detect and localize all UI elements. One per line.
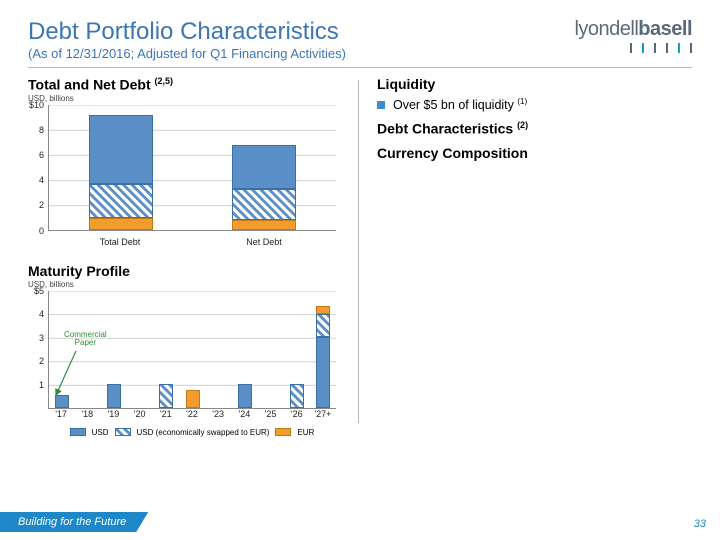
chart2-title: Maturity Profile: [28, 263, 340, 279]
footer: Building for the Future: [0, 512, 148, 532]
debtchar-title: Debt Characteristics (2): [377, 120, 692, 137]
divider-icon: [358, 80, 359, 423]
slide-subtitle: (As of 12/31/2016; Adjusted for Q1 Finan…: [28, 46, 346, 61]
logo-ticks-icon: [574, 43, 692, 53]
maturity-profile-chart: $54321 '17'18'19'20'21'22'23'24'25'26'27…: [28, 291, 340, 423]
header: Debt Portfolio Characteristics (As of 12…: [28, 18, 692, 68]
liquidity-title: Liquidity: [377, 76, 692, 92]
chart1-unit: USD, billions: [28, 94, 340, 103]
chart1-title: Total and Net Debt (2,5): [28, 76, 340, 93]
page-number: 33: [694, 518, 706, 530]
currency-title: Currency Composition: [377, 145, 692, 161]
total-net-debt-chart: 02468$10 Total DebtNet Debt: [28, 105, 340, 249]
left-column: Total and Net Debt (2,5) USD, billions 0…: [28, 76, 340, 423]
right-column: Liquidity Over $5 bn of liquidity (1) De…: [377, 76, 692, 423]
commercial-paper-label: CommercialPaper: [64, 331, 107, 349]
bullet-icon: [377, 101, 385, 109]
slide-title: Debt Portfolio Characteristics: [28, 18, 346, 46]
chart2-legend: USDUSD (economically swapped to EUR)EUR: [48, 428, 336, 437]
logo: lyondellbasell: [574, 18, 692, 53]
footer-tagline: Building for the Future: [0, 512, 148, 532]
chart2-unit: USD, billions: [28, 280, 340, 289]
slide: Debt Portfolio Characteristics (As of 12…: [0, 0, 720, 540]
bullet-item: Over $5 bn of liquidity (1): [377, 97, 692, 112]
